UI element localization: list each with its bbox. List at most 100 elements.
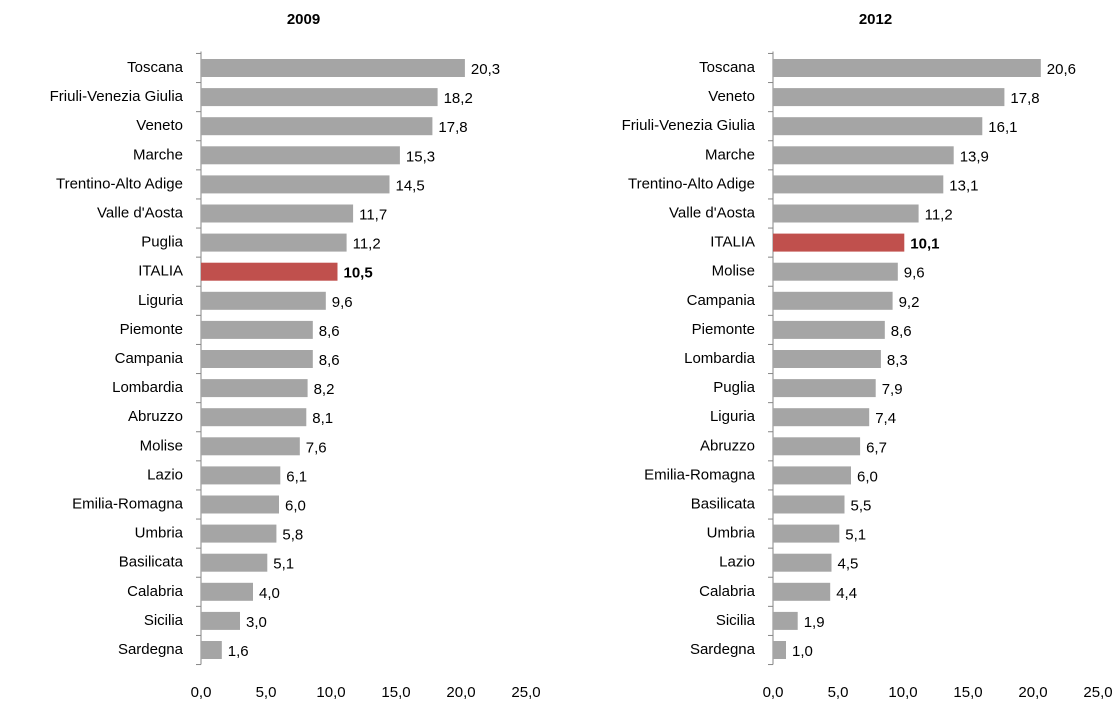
y-tick-label: Friuli-Venezia Giulia (622, 117, 756, 134)
y-tick-label: Marche (705, 146, 755, 163)
value-label: 11,7 (359, 206, 387, 223)
value-label: 1,0 (792, 643, 813, 660)
value-label: 5,1 (845, 527, 866, 544)
bar (773, 611, 798, 630)
value-label: 8,6 (891, 323, 912, 340)
value-label: 9,6 (904, 265, 925, 282)
y-tick-label: Valle d'Aosta (97, 204, 184, 221)
bar (201, 524, 277, 543)
bar (773, 88, 1005, 107)
y-tick-label: Lombardia (684, 350, 756, 367)
bar (201, 175, 390, 194)
bar (201, 204, 354, 223)
bar (201, 262, 338, 281)
bar (773, 117, 983, 136)
bar (773, 204, 919, 223)
y-tick-label: Sardegna (118, 641, 184, 658)
y-tick-label: Sardegna (690, 641, 756, 658)
bar (773, 408, 870, 427)
y-tick-label: Piemonte (692, 321, 755, 338)
bar (773, 320, 885, 339)
value-label: 13,9 (960, 148, 989, 165)
value-label: 8,6 (319, 352, 340, 369)
y-tick-label: Emilia-Romagna (72, 495, 184, 512)
y-tick-label: Veneto (136, 117, 183, 134)
bar (201, 350, 313, 368)
bar (773, 466, 851, 485)
y-tick-label: Basilicata (119, 554, 184, 571)
value-label: 13,1 (949, 177, 978, 194)
value-label: 6,7 (866, 439, 887, 456)
value-label: 1,9 (804, 614, 825, 631)
value-label: 4,5 (838, 556, 859, 573)
value-label: 17,8 (1010, 90, 1039, 107)
y-tick-label: Umbria (707, 525, 756, 542)
bar (201, 553, 268, 572)
y-tick-label: Liguria (710, 408, 756, 425)
y-tick-label: Sicilia (716, 612, 756, 629)
bar (201, 495, 279, 514)
value-label: 18,2 (444, 90, 473, 107)
bar (773, 233, 905, 252)
value-label: 15,3 (406, 148, 435, 165)
y-tick-label: Puglia (141, 234, 183, 251)
bar (201, 117, 433, 136)
y-tick-label: Piemonte (120, 321, 183, 338)
bar (201, 88, 438, 107)
y-tick-label: ITALIA (138, 263, 183, 280)
value-label: 8,3 (887, 352, 908, 369)
value-label: 17,8 (438, 119, 467, 136)
bar (773, 379, 876, 398)
value-label: 7,9 (882, 381, 903, 398)
y-tick-label: Sicilia (144, 612, 184, 629)
value-label: 5,8 (282, 527, 303, 544)
y-tick-label: Abruzzo (128, 408, 183, 425)
x-tick-label: 10,0 (316, 684, 345, 701)
value-label: 4,4 (836, 585, 857, 602)
value-label: 6,0 (285, 497, 306, 514)
value-label: 8,1 (312, 410, 333, 427)
bar (773, 437, 861, 456)
value-label: 1,6 (228, 643, 249, 660)
y-tick-label: Toscana (699, 59, 756, 76)
x-tick-label: 5,0 (256, 684, 277, 701)
bar (773, 262, 898, 281)
x-tick-label: 15,0 (381, 684, 410, 701)
value-label: 8,2 (314, 381, 335, 398)
bar (773, 350, 881, 368)
chart-title: 2009 (287, 11, 320, 28)
x-tick-label: 25,0 (511, 684, 540, 701)
bar (773, 59, 1041, 77)
bar (773, 175, 944, 194)
bar (201, 320, 313, 339)
value-label: 9,2 (899, 294, 920, 311)
x-tick-label: 15,0 (953, 684, 982, 701)
bar (773, 291, 893, 310)
y-tick-label: Campania (115, 350, 184, 367)
x-tick-label: 5,0 (828, 684, 849, 701)
value-label: 3,0 (246, 614, 267, 631)
bar (773, 582, 831, 601)
value-label: 10,5 (344, 265, 373, 282)
chart-title: 2012 (859, 11, 892, 28)
y-tick-label: Lazio (719, 554, 755, 571)
y-tick-label: Trentino-Alto Adige (628, 175, 755, 192)
value-label: 9,6 (332, 294, 353, 311)
value-label: 6,0 (857, 468, 878, 485)
value-label: 20,6 (1047, 61, 1076, 78)
x-tick-label: 10,0 (888, 684, 917, 701)
y-tick-label: Liguria (138, 292, 184, 309)
y-tick-label: Lombardia (112, 379, 184, 396)
value-label: 5,5 (851, 497, 872, 514)
y-tick-label: Friuli-Venezia Giulia (50, 88, 184, 105)
y-tick-label: Lazio (147, 466, 183, 483)
y-tick-label: Valle d'Aosta (669, 204, 756, 221)
y-tick-label: Campania (687, 292, 756, 309)
value-label: 16,1 (988, 119, 1017, 136)
bar (201, 408, 307, 427)
value-label: 7,4 (875, 410, 896, 427)
y-tick-label: Abruzzo (700, 437, 755, 454)
value-label: 6,1 (286, 468, 307, 485)
bar (201, 641, 222, 659)
